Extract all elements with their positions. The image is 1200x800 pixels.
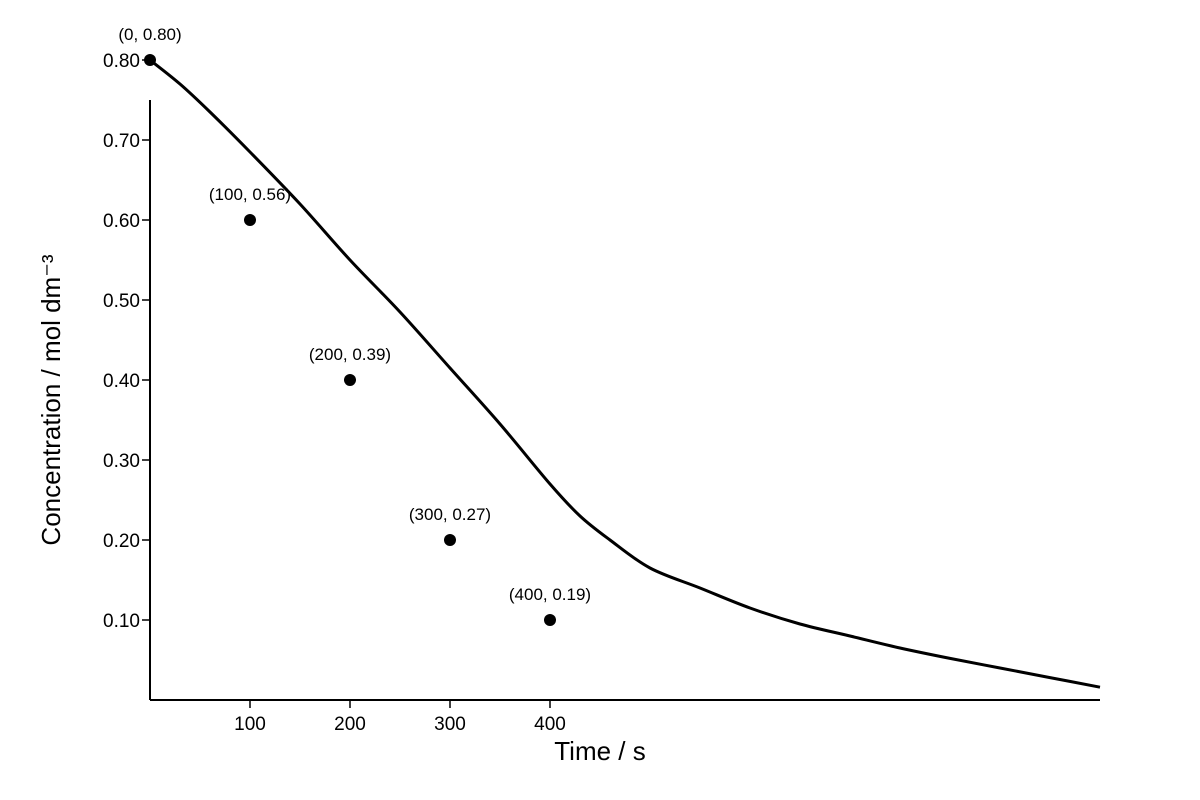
data-point [244,214,256,226]
data-point-label: (0, 0.80) [118,25,181,44]
y-axis-title: Concentration / mol dm⁻³ [36,254,66,546]
y-tick-label: 0.30 [103,451,140,472]
data-point-label: (100, 0.56) [209,185,291,204]
data-point [444,534,456,546]
y-tick-label: 0.70 [103,131,140,152]
y-tick-label: 0.40 [103,371,140,392]
x-tick-label: 300 [434,714,466,735]
y-tick-label: 0.50 [103,291,140,312]
x-axis-title: Time / s [554,736,645,766]
data-point-label: (200, 0.39) [309,345,391,364]
data-point-label: (400, 0.19) [509,585,591,604]
y-tick-label: 0.80 [103,51,140,72]
fitted-curve [149,58,1101,689]
x-tick-label: 400 [534,714,566,735]
data-point [344,374,356,386]
y-tick-label: 0.60 [103,211,140,232]
data-point-label: (300, 0.27) [409,505,491,524]
data-point [544,614,556,626]
y-tick-label: 0.20 [103,531,140,552]
data-point [144,54,156,66]
y-tick-label: 0.10 [103,611,140,632]
x-tick-label: 200 [334,714,366,735]
x-tick-label: 100 [234,714,266,735]
